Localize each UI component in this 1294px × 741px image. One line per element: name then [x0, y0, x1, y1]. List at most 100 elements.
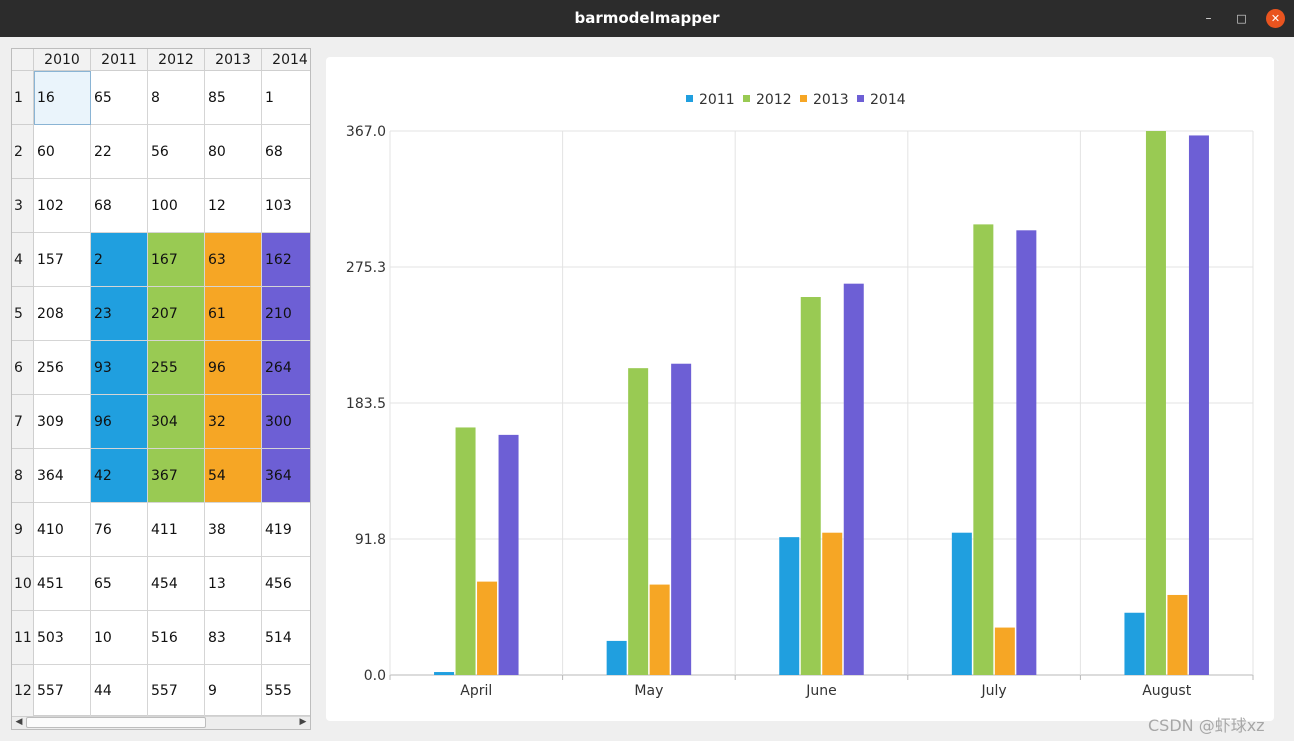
minimize-icon[interactable]: – — [1205, 11, 1212, 25]
table-cell[interactable]: 451 — [34, 557, 91, 611]
row-header[interactable]: 1 — [12, 71, 34, 125]
bar-2013-may — [649, 584, 670, 675]
row-header[interactable]: 5 — [12, 287, 34, 341]
column-header-2012[interactable]: 2012 — [148, 49, 205, 71]
table-cell[interactable]: 96 — [205, 341, 262, 395]
table-cell[interactable]: 60 — [34, 125, 91, 179]
table-cell[interactable]: 300 — [262, 395, 310, 449]
column-header-2010[interactable]: 2010 — [34, 49, 91, 71]
column-header-2013[interactable]: 2013 — [205, 49, 262, 71]
row-header[interactable]: 6 — [12, 341, 34, 395]
table-cell[interactable]: 419 — [262, 503, 310, 557]
legend-label-2013: 2013 — [813, 92, 849, 108]
table-cell[interactable]: 255 — [148, 341, 205, 395]
table-cell[interactable]: 93 — [91, 341, 148, 395]
table-cell[interactable]: 367 — [148, 449, 205, 503]
scrollbar-thumb[interactable] — [26, 717, 206, 728]
table-cell[interactable]: 38 — [205, 503, 262, 557]
table-cell[interactable]: 16 — [34, 71, 91, 125]
table-cell[interactable]: 32 — [205, 395, 262, 449]
table-cell[interactable]: 2 — [91, 233, 148, 287]
table-cell[interactable]: 208 — [34, 287, 91, 341]
table-cell[interactable]: 12 — [205, 179, 262, 233]
table-cell[interactable]: 167 — [148, 233, 205, 287]
table-cell[interactable]: 65 — [91, 71, 148, 125]
bar-2011-april — [434, 672, 455, 675]
table-cell[interactable]: 56 — [148, 125, 205, 179]
table-cell[interactable]: 456 — [262, 557, 310, 611]
table-cell[interactable]: 42 — [91, 449, 148, 503]
table-cell[interactable]: 54 — [205, 449, 262, 503]
y-tick-label: 367.0 — [346, 124, 386, 140]
table-cell[interactable]: 304 — [148, 395, 205, 449]
bar-2011-june — [779, 537, 800, 675]
x-tick-label: July — [981, 683, 1007, 699]
bar-2014-june — [843, 283, 864, 675]
table-cell[interactable]: 207 — [148, 287, 205, 341]
table-cell[interactable]: 102 — [34, 179, 91, 233]
row-header[interactable]: 2 — [12, 125, 34, 179]
table-cell[interactable]: 85 — [205, 71, 262, 125]
column-header-2014[interactable]: 2014 — [262, 49, 310, 71]
row-header[interactable]: 3 — [12, 179, 34, 233]
table-cell[interactable]: 83 — [205, 611, 262, 665]
row-header[interactable]: 4 — [12, 233, 34, 287]
table-cell[interactable]: 514 — [262, 611, 310, 665]
table-cell[interactable]: 557 — [34, 665, 91, 717]
table-cell[interactable]: 364 — [262, 449, 310, 503]
table-cell[interactable]: 76 — [91, 503, 148, 557]
bar-2012-august — [1145, 131, 1166, 675]
legend-marker-2012 — [743, 95, 750, 102]
table-cell[interactable]: 157 — [34, 233, 91, 287]
maximize-icon[interactable]: □ — [1236, 12, 1247, 25]
row-header[interactable]: 9 — [12, 503, 34, 557]
table-cell[interactable]: 100 — [148, 179, 205, 233]
table-cell[interactable]: 10 — [91, 611, 148, 665]
close-icon[interactable]: ✕ — [1266, 9, 1285, 28]
row-header[interactable]: 12 — [12, 665, 34, 717]
bar-2011-may — [606, 640, 627, 675]
table-cell[interactable]: 68 — [262, 125, 310, 179]
column-header-2011[interactable]: 2011 — [91, 49, 148, 71]
table-cell[interactable]: 9 — [205, 665, 262, 717]
table-cell[interactable]: 410 — [34, 503, 91, 557]
row-header[interactable]: 7 — [12, 395, 34, 449]
table-cell[interactable]: 63 — [205, 233, 262, 287]
table-cell[interactable]: 22 — [91, 125, 148, 179]
bar-2014-august — [1188, 135, 1209, 675]
table-cell[interactable]: 23 — [91, 287, 148, 341]
table-cell[interactable]: 65 — [91, 557, 148, 611]
data-table[interactable]: ◀ ▶ 2010 2011 2012 2013 2014 1 16 65 8 85 1 2 60 22 56… — [11, 48, 311, 730]
table-cell[interactable]: 210 — [262, 287, 310, 341]
table-cell[interactable]: 256 — [34, 341, 91, 395]
table-cell[interactable]: 8 — [148, 71, 205, 125]
title-bar: barmodelmapper – □ ✕ — [0, 0, 1294, 37]
scroll-left-icon[interactable]: ◀ — [15, 717, 23, 727]
table-cell[interactable]: 454 — [148, 557, 205, 611]
row-header[interactable]: 10 — [12, 557, 34, 611]
table-cell[interactable]: 555 — [262, 665, 310, 717]
table-cell[interactable]: 68 — [91, 179, 148, 233]
table-cell[interactable]: 411 — [148, 503, 205, 557]
table-cell[interactable]: 103 — [262, 179, 310, 233]
row-header[interactable]: 11 — [12, 611, 34, 665]
bar-2012-may — [628, 368, 649, 675]
table-cell[interactable]: 13 — [205, 557, 262, 611]
table-corner-button[interactable] — [12, 49, 34, 71]
table-cell[interactable]: 264 — [262, 341, 310, 395]
table-cell[interactable]: 1 — [262, 71, 310, 125]
table-cell[interactable]: 503 — [34, 611, 91, 665]
bar-2013-august — [1167, 594, 1188, 675]
table-cell[interactable]: 162 — [262, 233, 310, 287]
table-cell[interactable]: 309 — [34, 395, 91, 449]
horizontal-scrollbar[interactable]: ◀ ▶ — [12, 715, 310, 729]
table-cell[interactable]: 61 — [205, 287, 262, 341]
table-cell[interactable]: 516 — [148, 611, 205, 665]
table-cell[interactable]: 557 — [148, 665, 205, 717]
scroll-right-icon[interactable]: ▶ — [299, 717, 307, 727]
table-cell[interactable]: 364 — [34, 449, 91, 503]
table-cell[interactable]: 80 — [205, 125, 262, 179]
row-header[interactable]: 8 — [12, 449, 34, 503]
table-cell[interactable]: 96 — [91, 395, 148, 449]
table-cell[interactable]: 44 — [91, 665, 148, 717]
